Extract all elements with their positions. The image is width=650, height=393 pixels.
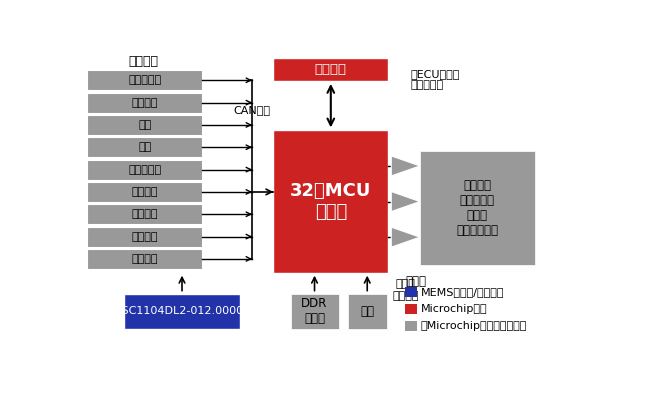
- Text: 传感器组: 传感器组: [128, 55, 158, 68]
- Bar: [291, 294, 339, 329]
- Bar: [88, 70, 202, 90]
- Text: CAN总线: CAN总线: [233, 105, 270, 115]
- Text: 节气门位置: 节气门位置: [128, 75, 161, 85]
- Bar: [88, 249, 202, 269]
- Text: 换档锁定
换档电磁阀
变矩器
离合器电磁阀: 换档锁定 换档电磁阀 变矩器 离合器电磁阀: [456, 179, 499, 237]
- Bar: [88, 160, 202, 180]
- Text: 降档开关: 降档开关: [131, 187, 158, 197]
- Text: Microchip产品: Microchip产品: [421, 304, 488, 314]
- Text: 电磁阀
驱动电路: 电磁阀 驱动电路: [393, 279, 419, 301]
- Text: MEMS振荡器/时钟产品: MEMS振荡器/时钟产品: [421, 287, 504, 298]
- Bar: [274, 130, 388, 273]
- Text: 车速: 车速: [138, 120, 151, 130]
- Bar: [405, 304, 417, 314]
- Bar: [348, 294, 387, 329]
- Text: 图例：: 图例：: [405, 275, 426, 288]
- Bar: [405, 321, 417, 331]
- Text: 非Microchip提供的其他功能: 非Microchip提供的其他功能: [421, 321, 527, 331]
- Bar: [88, 227, 202, 246]
- Text: 轮速: 轮速: [138, 142, 151, 152]
- Bar: [88, 204, 202, 224]
- Polygon shape: [391, 156, 420, 176]
- Bar: [88, 137, 202, 157]
- Bar: [88, 115, 202, 135]
- Bar: [405, 287, 417, 298]
- Text: 与ECU和其他
控制器通信: 与ECU和其他 控制器通信: [411, 69, 460, 90]
- Bar: [274, 58, 388, 81]
- Bar: [420, 151, 534, 265]
- Bar: [88, 93, 202, 113]
- Text: DSC1104DL2-012.0000T: DSC1104DL2-012.0000T: [114, 306, 250, 316]
- Text: 车载网络: 车载网络: [315, 63, 347, 76]
- Text: 闪存: 闪存: [360, 305, 374, 318]
- Text: 涡轮速度: 涡轮速度: [131, 97, 158, 108]
- Polygon shape: [391, 191, 420, 211]
- Polygon shape: [391, 227, 420, 247]
- Text: 牵引控制: 牵引控制: [131, 231, 158, 242]
- Text: 制动开关: 制动开关: [131, 209, 158, 219]
- Bar: [124, 294, 240, 329]
- Text: DDR
存储器: DDR 存储器: [302, 297, 328, 325]
- Text: 变速箱油温: 变速箱油温: [128, 165, 161, 174]
- Text: 巡航控制: 巡航控制: [131, 254, 158, 264]
- Text: 32位MCU
处理器: 32位MCU 处理器: [290, 182, 372, 221]
- Bar: [88, 182, 202, 202]
